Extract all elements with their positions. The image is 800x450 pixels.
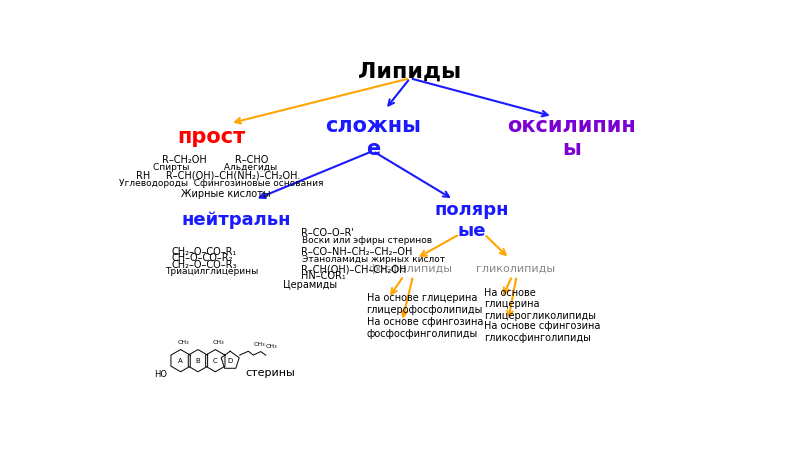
Text: RH     R–CH(OH)–CH(NH₂)–CH₂OH.: RH R–CH(OH)–CH(NH₂)–CH₂OH. <box>136 171 300 181</box>
Text: На основе сфингозина
гликосфинголипиды: На основе сфингозина гликосфинголипиды <box>485 321 601 343</box>
Text: гликолипиды: гликолипиды <box>476 264 555 274</box>
Text: R–CH₂OH         R–CHO: R–CH₂OH R–CHO <box>162 155 268 165</box>
Text: CH₂–O–CO–R₃: CH₂–O–CO–R₃ <box>171 260 237 270</box>
Text: CH₃: CH₃ <box>213 340 224 346</box>
Text: R–CO–O–R': R–CO–O–R' <box>302 229 354 238</box>
Text: A: A <box>178 358 183 364</box>
Text: Этаноламиды жирных кислот: Этаноламиды жирных кислот <box>302 255 445 264</box>
Text: HO: HO <box>154 369 167 378</box>
Text: На основе сфингозина
фосфосфинголипиды: На основе сфингозина фосфосфинголипиды <box>366 317 483 338</box>
Text: Углеводороды  Сфингозиновые основания: Углеводороды Сфингозиновые основания <box>118 180 323 189</box>
Text: сложны
е: сложны е <box>325 116 421 159</box>
Text: CH–O–CO–R₂: CH–O–CO–R₂ <box>171 253 233 263</box>
Text: R–CH(OH)–CH–CH₂OH: R–CH(OH)–CH–CH₂OH <box>302 265 407 274</box>
Text: фосфолипиды: фосфолипиды <box>368 264 452 274</box>
Text: CH₃: CH₃ <box>266 344 278 349</box>
Text: R–CO–NH–CH₂–CH₂–OH: R–CO–NH–CH₂–CH₂–OH <box>302 247 413 257</box>
Text: Липиды: Липиды <box>358 61 462 81</box>
Text: Триацилглицерины: Триацилглицерины <box>165 267 258 276</box>
Text: стерины: стерины <box>246 369 295 378</box>
Text: B: B <box>195 358 200 364</box>
Text: CH₂–O–CO–R₁: CH₂–O–CO–R₁ <box>171 247 237 257</box>
Text: Жирные кислоты: Жирные кислоты <box>181 189 270 199</box>
Text: HN–COR₁: HN–COR₁ <box>302 271 346 281</box>
Text: Спирты            Альдегиды: Спирты Альдегиды <box>153 163 277 172</box>
Text: полярн
ые: полярн ые <box>434 201 510 240</box>
Text: На основе
глицерина
глицерогликолипиды: На основе глицерина глицерогликолипиды <box>485 288 596 321</box>
Text: D: D <box>227 358 233 364</box>
Text: Воски или эфиры стеринов: Воски или эфиры стеринов <box>302 236 432 245</box>
Text: нейтральн: нейтральн <box>182 212 291 230</box>
Text: прост: прост <box>178 127 246 147</box>
Text: оксилипин
ы: оксилипин ы <box>507 116 635 159</box>
Text: На основе глицерина
глицерофосфолипиды: На основе глицерина глицерофосфолипиды <box>366 293 483 315</box>
Text: CH₃: CH₃ <box>178 340 190 346</box>
Text: Церамиды: Церамиды <box>283 280 337 290</box>
Text: C: C <box>213 358 218 364</box>
Text: CH₃: CH₃ <box>254 342 266 347</box>
